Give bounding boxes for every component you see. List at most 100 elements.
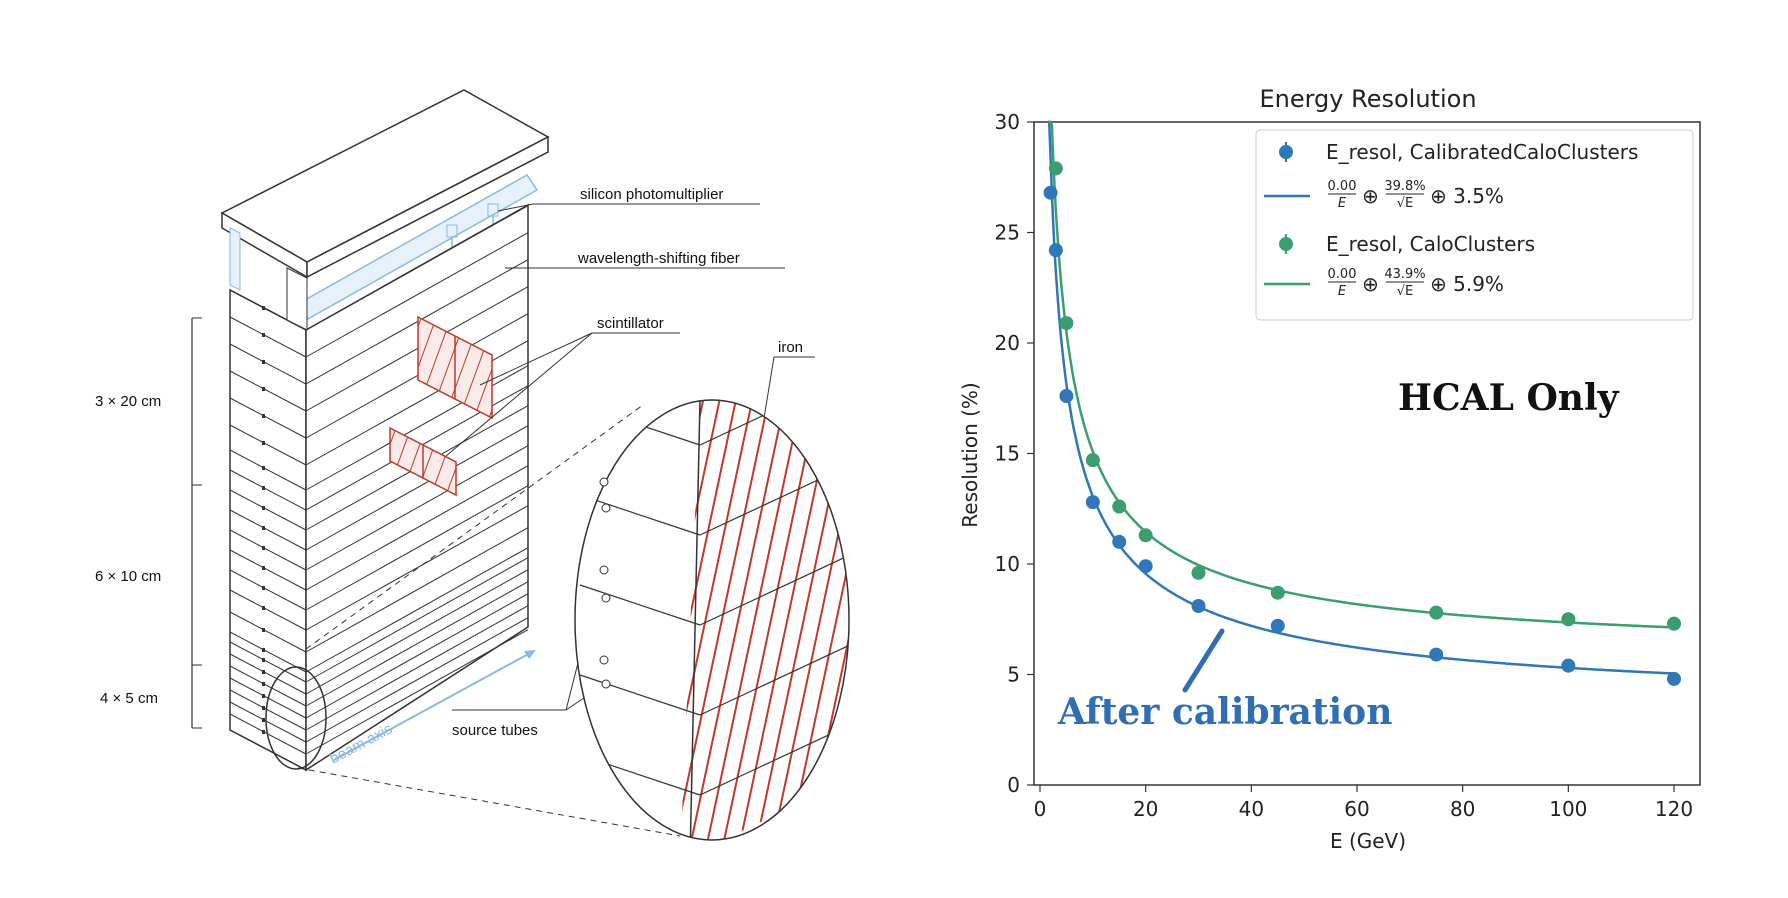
layer-line-front xyxy=(229,449,307,491)
data-point-series-0 xyxy=(1138,559,1153,574)
annotation-hcal-only: HCAL Only xyxy=(1398,377,1620,419)
tube-mark xyxy=(262,670,265,674)
source-tube-hole xyxy=(601,679,611,689)
layer-line-front xyxy=(229,424,307,466)
layer-line-side xyxy=(305,629,529,755)
layer-line-side xyxy=(305,593,529,719)
layer-line-front xyxy=(229,689,307,731)
data-point-series-0 xyxy=(1667,671,1681,686)
layer-line-front xyxy=(229,370,307,412)
zoom-layer-side xyxy=(699,724,849,796)
layer-line-front xyxy=(229,611,307,653)
data-point-series-1 xyxy=(1191,565,1206,580)
legend-fit2-den-b: √E xyxy=(1397,284,1414,299)
legend-entry-calibrated: E_resol, CalibratedCaloClusters xyxy=(1279,140,1638,164)
tube-mark xyxy=(262,628,265,632)
data-point-series-0 xyxy=(1191,598,1206,613)
tube-mark xyxy=(262,414,265,418)
legend-fit1-den-b: √E xyxy=(1397,196,1414,211)
data-point-series-0 xyxy=(1085,495,1100,510)
layer-line-front xyxy=(229,631,307,673)
legend-fit2-num-a: 0.00 xyxy=(1328,267,1357,282)
legend-fit2-oplus: ⊕ xyxy=(1362,272,1379,296)
tube-mark xyxy=(262,486,265,490)
data-points xyxy=(1043,161,1681,686)
segment-label-1: 3 × 20 cm xyxy=(95,393,161,410)
layer-line-side xyxy=(305,259,529,385)
data-point-series-0 xyxy=(1429,647,1444,662)
data-point-series-1 xyxy=(1085,453,1100,468)
source-tube-hole xyxy=(599,565,609,575)
legend-label-calibrated: E_resol, CalibratedCaloClusters xyxy=(1326,140,1638,164)
source-tube-hole xyxy=(601,503,611,513)
callout-scint-2 xyxy=(445,332,593,457)
tube-mark xyxy=(262,466,265,470)
data-point-series-0 xyxy=(1112,534,1127,549)
y-tick-label: 5 xyxy=(1007,663,1020,687)
label-scintillator: scintillator xyxy=(597,315,664,332)
beam-axis-arrow xyxy=(333,651,533,761)
zoom-ellipse xyxy=(265,666,327,770)
zoom-layer-front xyxy=(579,584,701,626)
y-tick-label: 25 xyxy=(995,221,1020,245)
data-point-series-0 xyxy=(1270,618,1285,633)
y-tick-label: 15 xyxy=(995,442,1020,466)
data-point-series-1 xyxy=(1048,161,1063,176)
tube-mark xyxy=(262,306,265,310)
source-tube-hole xyxy=(601,593,611,603)
x-tick-label: 60 xyxy=(1344,797,1369,821)
layer-line-side xyxy=(305,485,529,611)
tube-mark xyxy=(262,658,265,662)
legend-fit2-const: ⊕ 5.9% xyxy=(1430,272,1504,296)
source-tube-markers xyxy=(599,477,611,689)
legend-entry-calo: E_resol, CaloClusters xyxy=(1279,232,1535,256)
y-axis-title: Resolution (%) xyxy=(958,382,982,527)
layer-line-front xyxy=(229,343,307,385)
tube-mark xyxy=(262,441,265,445)
tube-mark xyxy=(262,606,265,610)
legend-fit1-const: ⊕ 3.5% xyxy=(1430,184,1504,208)
layer-line-front xyxy=(229,653,307,695)
layer-line-side xyxy=(305,547,529,673)
layer-line-front xyxy=(229,469,307,511)
tube-mark xyxy=(262,506,265,510)
top-cap-side xyxy=(306,135,549,279)
data-point-series-1 xyxy=(1138,528,1153,543)
y-tick-label: 30 xyxy=(995,110,1020,134)
legend-entry-calo-fit: 0.00 E ⊕ 43.9% √E ⊕ 5.9% xyxy=(1264,267,1504,299)
tube-mark xyxy=(262,546,265,550)
annotation-after-calibration: After calibration xyxy=(1057,691,1392,733)
layer-line-side xyxy=(305,205,529,331)
tube-mark xyxy=(262,694,265,698)
layer-line-side xyxy=(305,617,529,743)
x-tick-label: 120 xyxy=(1655,797,1693,821)
data-point-series-0 xyxy=(1043,185,1058,200)
layer-line-front xyxy=(229,701,307,743)
y-tick-label: 20 xyxy=(995,331,1020,355)
projection-line-top xyxy=(305,404,644,650)
segment-label-2: 6 × 10 cm xyxy=(95,568,161,585)
x-tick-label: 100 xyxy=(1549,797,1587,821)
source-tube-hole xyxy=(599,477,609,487)
layer-line-side xyxy=(305,465,529,591)
x-axis-title: E (GeV) xyxy=(1330,829,1406,853)
legend-fit2-num-b: 43.9% xyxy=(1384,267,1425,282)
tube-mark xyxy=(262,333,265,337)
y-tick-label: 0 xyxy=(1007,773,1020,797)
x-tick-label: 0 xyxy=(1034,797,1047,821)
data-point-series-0 xyxy=(1561,658,1576,673)
tube-mark xyxy=(262,526,265,530)
layer-line-side xyxy=(305,286,529,412)
layer-line-side xyxy=(305,505,529,631)
data-point-series-0 xyxy=(1048,243,1063,258)
tube-mark xyxy=(262,706,265,710)
layer-line-side xyxy=(305,581,529,707)
legend-fit1-num-a: 0.00 xyxy=(1328,179,1357,194)
layer-line-side xyxy=(305,605,529,731)
label-iron: iron xyxy=(778,339,803,356)
tube-mark xyxy=(262,718,265,722)
layer-line-side xyxy=(305,232,529,358)
source-tube-hole xyxy=(599,655,609,665)
layer-line-side xyxy=(305,313,529,439)
